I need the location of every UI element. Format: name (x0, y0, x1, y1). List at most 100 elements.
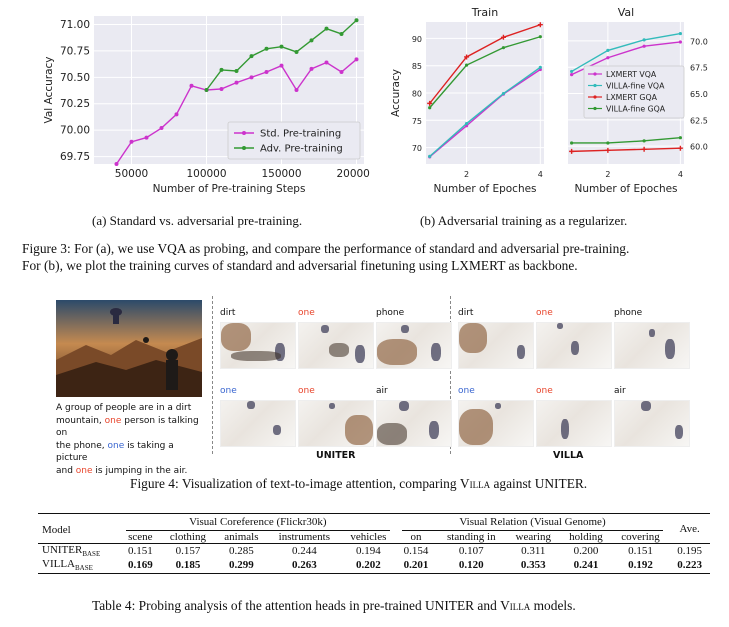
attention-word: one (220, 386, 237, 396)
series-point (464, 54, 470, 60)
attention-map (458, 322, 534, 369)
x-tick-label: 200000 (336, 168, 370, 180)
fig3a-subcaption: (a) Standard vs. adversarial pre-trainin… (92, 213, 303, 228)
series-point (501, 91, 506, 96)
table4-group1-label: Visual Coreference (Flickr30k) (189, 516, 327, 528)
table4-subcol: scene (128, 531, 153, 543)
series-point (537, 22, 543, 28)
attention-word: dirt (220, 308, 236, 318)
table4-group1-rule (126, 530, 390, 531)
description-text: and (56, 465, 76, 476)
attention-highlight (641, 401, 651, 411)
attention-highlight (275, 343, 285, 361)
y-tick-label: 60.0 (690, 143, 708, 152)
series-point (427, 100, 433, 106)
attention-highlight (675, 425, 683, 439)
table4-top-rule (38, 513, 710, 514)
x-tick-label: 2 (605, 170, 610, 179)
attention-highlight (345, 415, 373, 445)
table4-value: 0.263 (291, 559, 317, 572)
description-line: mountain, one person is talking on (56, 415, 206, 440)
scene-description: A group of people are in a dirt mountain,… (56, 402, 206, 477)
x-tick-label: 4 (538, 170, 543, 179)
table4-subcol: wearing (515, 531, 551, 543)
highlight-word: one (75, 465, 93, 476)
table4-value: 0.241 (573, 559, 599, 572)
series-point (114, 162, 119, 166)
y-tick-label: 80 (412, 90, 422, 99)
series-point (677, 145, 683, 151)
attention-word: one (536, 308, 553, 318)
fig4-caption-post: against UNITER. (490, 476, 588, 491)
model-name: VILLA (42, 558, 75, 571)
x-tick-label: 2 (464, 170, 469, 179)
legend-marker (593, 72, 597, 76)
series-point (642, 38, 646, 42)
legend-marker (593, 106, 597, 111)
y-tick-label: 62.5 (690, 116, 708, 125)
series-point (264, 46, 269, 51)
attention-map (536, 322, 612, 369)
series-point (678, 40, 682, 44)
series-line (571, 147, 681, 153)
attention-highlight (571, 341, 579, 355)
series-line (571, 137, 681, 144)
model-name: UNITER (42, 544, 83, 556)
x-axis-label: Number of Epoches (433, 183, 536, 195)
series-point (464, 63, 469, 67)
series-point (219, 67, 224, 72)
table4-model-cell: VILLABASE (38, 558, 120, 572)
fig4-caption-pre: Figure 4: Visualization of text-to-image… (130, 476, 460, 491)
attention-word: one (458, 386, 475, 396)
series-point (570, 69, 574, 74)
series-point (309, 38, 314, 43)
x-tick-label: 4 (678, 170, 683, 179)
attention-highlight (247, 401, 255, 409)
series-point (294, 88, 299, 92)
table4-value: 0.151 (127, 545, 153, 558)
series-point (606, 141, 610, 145)
series-point (204, 88, 209, 92)
series-point (234, 80, 239, 85)
attention-highlight (231, 351, 281, 361)
series-point (129, 139, 134, 144)
attention-highlight (355, 345, 365, 363)
attention-highlight (401, 325, 409, 333)
fig3-caption-line1: Figure 3: For (a), we use VQA as probing… (22, 241, 630, 256)
legend-marker (242, 146, 246, 150)
series-point (279, 63, 284, 68)
table4-value: 0.311 (521, 545, 546, 558)
table4-value: 0.120 (458, 559, 484, 572)
table4-caption-villa: Villa (500, 598, 531, 613)
x-tick-label: 150000 (261, 168, 301, 180)
legend-label: Std. Pre-training (260, 129, 341, 140)
table4-subcol: instruments (278, 531, 330, 543)
description-line: A group of people are in a dirt (56, 402, 206, 415)
series-point (354, 18, 359, 23)
table4-subcol: covering (621, 531, 660, 543)
table4-value: 0.154 (403, 545, 429, 558)
table4-group2-label: Visual Relation (Visual Genome) (459, 516, 606, 528)
table4-group1: Visual Coreference (Flickr30k) (120, 514, 396, 531)
legend-label: LXMERT GQA (606, 93, 658, 102)
description-text: is jumping in the air. (92, 465, 188, 476)
divider-mid (450, 296, 451, 454)
table4-group2: Visual Relation (Visual Genome) (396, 514, 670, 531)
attention-map (220, 400, 296, 447)
attention-word: phone (614, 308, 643, 318)
attention-highlight (459, 323, 487, 353)
chart-train: 70 75 80 85 90 2 4 Train Number of Epoches Accura… (390, 6, 544, 195)
x-axis-label: Number of Epoches (574, 183, 677, 195)
model-size: BASE (82, 550, 101, 559)
uniter-label: UNITER (316, 450, 356, 461)
series-point (144, 135, 149, 140)
y-tick-label: 70.00 (60, 125, 90, 137)
attention-highlight (329, 403, 335, 409)
fig3-caption-line2: For (b), we plot the training curves of … (22, 258, 578, 273)
y-tick-label: 71.00 (60, 19, 90, 31)
x-tick-label: 50000 (115, 168, 148, 180)
chart-val: 60.0 62.5 65.0 67.5 70.0 2 4 Val Number of Epoch… (568, 6, 708, 195)
table4-value: 0.201 (403, 559, 429, 572)
description-text: mountain, (56, 415, 105, 426)
table4-value: 0.202 (355, 559, 381, 572)
